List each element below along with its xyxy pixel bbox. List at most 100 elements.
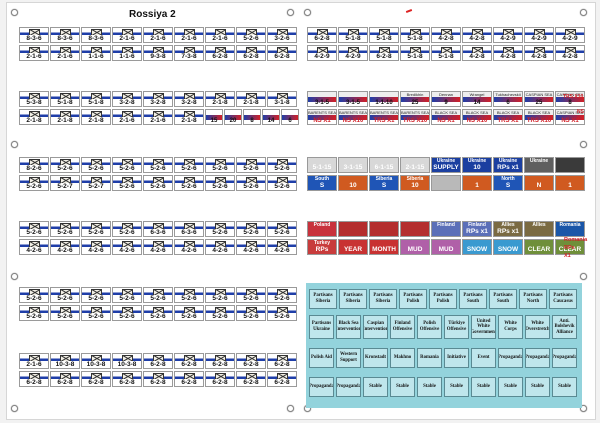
unit-counter[interactable]: 6-2-8 — [236, 45, 266, 61]
event-card[interactable]: Finland Offensive — [390, 315, 415, 339]
marker-counter[interactable]: 2-1-15 — [400, 157, 430, 173]
unit-counter[interactable]: 6-2-8 — [205, 353, 235, 369]
special-counter[interactable]: BARENTS SEA NS X10 — [338, 109, 368, 125]
unit-counter[interactable]: 6-2-8 — [112, 371, 142, 387]
unit-counter[interactable]: 6-2-8 — [174, 371, 204, 387]
unit-counter[interactable]: 5-1-8 — [400, 45, 430, 61]
unit-counter[interactable]: 2-1-6 — [143, 109, 173, 125]
marker-counter[interactable]: MUD — [400, 239, 430, 255]
event-card[interactable]: Stable — [363, 377, 388, 397]
marker-counter[interactable]: MUD — [431, 239, 461, 255]
unit-counter[interactable]: 5-2-6 — [112, 287, 142, 303]
event-card[interactable]: White Overstretch — [525, 315, 550, 339]
special-counter[interactable]: CASPIAN SEA NS X1 — [555, 109, 585, 125]
marker-counter[interactable]: SNOW — [493, 239, 523, 255]
unit-counter[interactable]: 5-2-6 — [236, 287, 266, 303]
special-counter[interactable]: CASPIAN SEA 25 — [524, 91, 554, 107]
special-counter[interactable]: BLACK SEA TRS X10 — [524, 109, 554, 125]
marker-counter[interactable] — [555, 157, 585, 173]
event-card[interactable]: Western Support — [336, 348, 361, 368]
marker-counter[interactable]: Allies RPs x1 — [493, 221, 523, 237]
unit-counter[interactable]: 6-2-8 — [267, 45, 297, 61]
marker-counter[interactable]: MONTH — [369, 239, 399, 255]
special-counter[interactable]: BLACK SEA TRS X1 — [493, 109, 523, 125]
unit-counter[interactable]: 5-1-8 — [81, 91, 111, 107]
event-card[interactable]: Romania — [417, 348, 442, 368]
event-card[interactable]: United White Government — [471, 315, 496, 339]
unit-counter[interactable]: 5-2-6 — [205, 221, 235, 237]
unit-counter[interactable]: 4-2-8 — [524, 45, 554, 61]
unit-counter[interactable]: 5-2-6 — [143, 157, 173, 173]
unit-counter[interactable]: 5-2-6 — [143, 175, 173, 191]
marker-counter[interactable]: Ukraine RPs x1 — [493, 157, 523, 173]
unit-counter[interactable]: 2-1-6 — [112, 109, 142, 125]
special-counter[interactable]: Dennan 9 — [431, 91, 461, 107]
unit-counter[interactable]: 6-2-8 — [50, 371, 80, 387]
unit-counter[interactable]: 2-1-6 — [205, 27, 235, 43]
special-counter[interactable]: Bredikhin 25 — [400, 91, 430, 107]
unit-counter[interactable]: 2-1-8 — [205, 91, 235, 107]
unit-counter[interactable]: 5-2-6 — [143, 305, 173, 321]
marker-counter[interactable]: CLEAR — [524, 239, 554, 255]
marker-counter[interactable]: Allies — [524, 221, 554, 237]
unit-counter[interactable]: 5-2-6 — [267, 157, 297, 173]
special-counter[interactable]: CASPIAN SEA 8 — [555, 91, 585, 107]
numeric-token[interactable]: 15 — [205, 109, 223, 125]
unit-counter[interactable]: 5-2-6 — [50, 305, 80, 321]
unit-counter[interactable]: 6-2-8 — [143, 371, 173, 387]
unit-counter[interactable]: 5-2-6 — [205, 287, 235, 303]
unit-counter[interactable]: 4-2-6 — [112, 239, 142, 255]
event-card[interactable]: Black Sea Intervention — [336, 315, 361, 339]
unit-counter[interactable]: 5-2-6 — [236, 175, 266, 191]
event-card[interactable]: Kronstadt — [363, 348, 388, 368]
unit-counter[interactable]: 10-3-8 — [50, 353, 80, 369]
event-card[interactable]: White Corps — [498, 315, 523, 339]
event-card[interactable]: Stable — [498, 377, 523, 397]
unit-counter[interactable]: 5-2-6 — [19, 287, 49, 303]
unit-counter[interactable]: 5-2-6 — [112, 175, 142, 191]
unit-counter[interactable]: 5-2-6 — [112, 157, 142, 173]
unit-counter[interactable]: 5-2-6 — [236, 157, 266, 173]
unit-counter[interactable]: 2-1-8 — [19, 109, 49, 125]
unit-counter[interactable]: 2-1-6 — [143, 27, 173, 43]
marker-counter[interactable]: 1 — [462, 175, 492, 191]
event-card[interactable]: Stable — [390, 377, 415, 397]
special-counter[interactable]: BLACK SEA NS X10 — [462, 109, 492, 125]
unit-counter[interactable]: 5-2-6 — [112, 221, 142, 237]
event-card[interactable]: Partisans Polish — [399, 289, 427, 309]
special-counter[interactable]: 3-1-5 — [338, 91, 368, 107]
marker-counter[interactable]: Poland — [307, 221, 337, 237]
event-card[interactable]: Stable — [552, 377, 577, 397]
unit-counter[interactable]: 5-1-8 — [50, 91, 80, 107]
unit-counter[interactable]: 5-2-6 — [19, 221, 49, 237]
numeric-token[interactable]: 14 — [262, 109, 280, 125]
unit-counter[interactable]: 4-2-8 — [493, 45, 523, 61]
marker-counter[interactable] — [431, 175, 461, 191]
unit-counter[interactable]: 8-2-6 — [19, 157, 49, 173]
unit-counter[interactable]: 5-2-6 — [81, 157, 111, 173]
unit-counter[interactable]: 5-2-7 — [50, 175, 80, 191]
unit-counter[interactable]: 5-2-6 — [267, 175, 297, 191]
unit-counter[interactable]: 4-2-6 — [19, 239, 49, 255]
special-counter[interactable]: 3-1-5 — [307, 91, 337, 107]
event-card[interactable]: Stable — [525, 377, 550, 397]
marker-counter[interactable]: Ukraine — [524, 157, 554, 173]
event-card[interactable]: Anti. Bolshevik Alliance — [552, 315, 577, 339]
unit-counter[interactable]: 5-2-6 — [174, 305, 204, 321]
event-card[interactable]: Stable — [471, 377, 496, 397]
unit-counter[interactable]: 5-2-6 — [19, 175, 49, 191]
unit-counter[interactable]: 4-2-8 — [462, 45, 492, 61]
unit-counter[interactable]: 2-1-8 — [81, 109, 111, 125]
unit-counter[interactable]: 1-1-6 — [81, 45, 111, 61]
event-card[interactable]: Partisans Siberia — [369, 289, 397, 309]
marker-counter[interactable] — [369, 221, 399, 237]
event-card[interactable]: Türkiye Offensive — [444, 315, 469, 339]
event-card[interactable]: Partisans Ukraine — [309, 315, 334, 339]
unit-counter[interactable]: 2-1-6 — [19, 45, 49, 61]
unit-counter[interactable]: 5-2-6 — [236, 221, 266, 237]
unit-counter[interactable]: 2-1-6 — [174, 27, 204, 43]
marker-counter[interactable]: YEAR — [338, 239, 368, 255]
unit-counter[interactable]: 5-2-6 — [205, 305, 235, 321]
unit-counter[interactable]: 5-3-8 — [19, 91, 49, 107]
marker-counter[interactable]: Finland RPs x1 — [462, 221, 492, 237]
